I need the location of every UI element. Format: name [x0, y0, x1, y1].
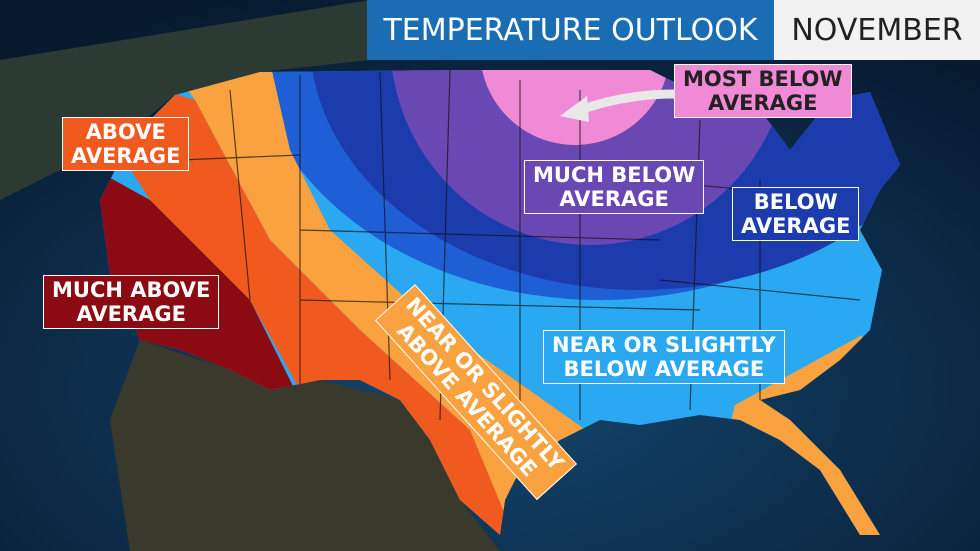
month-banner: NOVEMBER [774, 0, 980, 60]
label-above-average: ABOVE AVERAGE [62, 117, 190, 171]
label-line: MOST BELOW [683, 67, 843, 91]
region-much-below [390, 70, 790, 245]
month: NOVEMBER [791, 12, 963, 48]
label-much-above-average: MUCH ABOVE AVERAGE [43, 275, 220, 329]
label-line: BELOW AVERAGE [563, 357, 765, 381]
label-line: BELOW [753, 190, 838, 214]
title-banner: TEMPERATURE OUTLOOK [367, 0, 774, 60]
label-line: AVERAGE [71, 144, 181, 168]
title: TEMPERATURE OUTLOOK [383, 12, 758, 48]
land-mexico [110, 340, 500, 551]
label-line: NEAR OR SLIGHTLY [552, 333, 776, 357]
label-below-average: BELOW AVERAGE [732, 187, 860, 241]
label-line: AVERAGE [559, 187, 669, 211]
arrow-icon [560, 89, 676, 122]
label-line: AVERAGE [76, 302, 186, 326]
label-line: MUCH BELOW [533, 163, 696, 187]
label-line: AVERAGE [741, 214, 851, 238]
label-much-below-average: MUCH BELOW AVERAGE [524, 160, 705, 214]
region-above [100, 70, 520, 535]
label-most-below-average: MOST BELOW AVERAGE [674, 64, 852, 118]
label-line: AVERAGE [708, 91, 818, 115]
state-borders [179, 70, 861, 440]
label-line: ABOVE [85, 120, 166, 144]
label-near-slightly-below: NEAR OR SLIGHTLY BELOW AVERAGE [543, 330, 785, 384]
label-line: MUCH ABOVE [52, 278, 211, 302]
